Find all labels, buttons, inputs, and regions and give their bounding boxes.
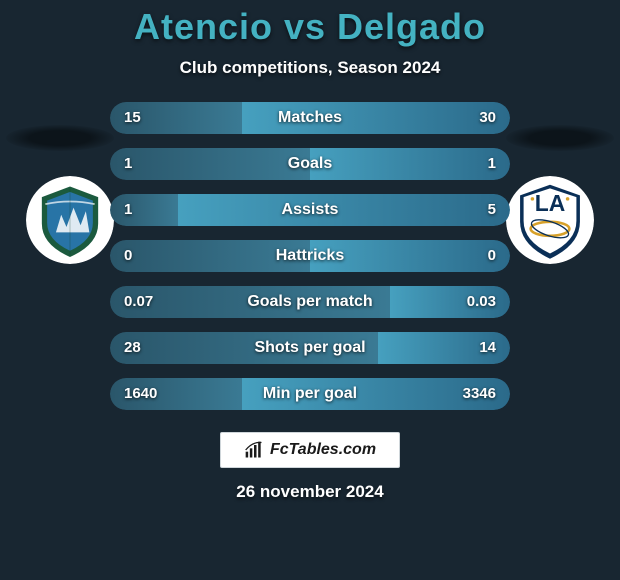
comparison-card: Atencio vs Delgado Club competitions, Se…: [0, 0, 620, 580]
stats-list: 1530Matches 11Goals 15Assists 00Hattricks 0.…: [110, 102, 510, 410]
la-galaxy-crest-icon: LA: [506, 176, 594, 264]
brand-badge[interactable]: FcTables.com: [220, 432, 400, 468]
stat-label: Matches: [110, 102, 510, 134]
stat-row: 2814Shots per goal: [110, 332, 510, 364]
team-badge-right: LA: [506, 176, 594, 264]
footer-date: 26 november 2024: [236, 482, 383, 502]
stat-row: 00Hattricks: [110, 240, 510, 272]
stat-row: 1530Matches: [110, 102, 510, 134]
sounders-crest-icon: [26, 176, 114, 264]
brand-text: FcTables.com: [270, 441, 376, 459]
stat-label: Hattricks: [110, 240, 510, 272]
chart-icon: [244, 440, 264, 460]
team-badge-left: [26, 176, 114, 264]
svg-text:LA: LA: [535, 190, 566, 216]
page-title: Atencio vs Delgado: [134, 6, 486, 48]
stat-label: Min per goal: [110, 378, 510, 410]
player-shadow-right: [506, 125, 614, 151]
player-shadow-left: [6, 125, 114, 151]
stat-row: 15Assists: [110, 194, 510, 226]
stat-row: 0.070.03Goals per match: [110, 286, 510, 318]
page-subtitle: Club competitions, Season 2024: [180, 58, 441, 78]
stat-label: Assists: [110, 194, 510, 226]
stat-label: Goals: [110, 148, 510, 180]
stat-label: Shots per goal: [110, 332, 510, 364]
stat-label: Goals per match: [110, 286, 510, 318]
stat-row: 11Goals: [110, 148, 510, 180]
stat-row: 16403346Min per goal: [110, 378, 510, 410]
